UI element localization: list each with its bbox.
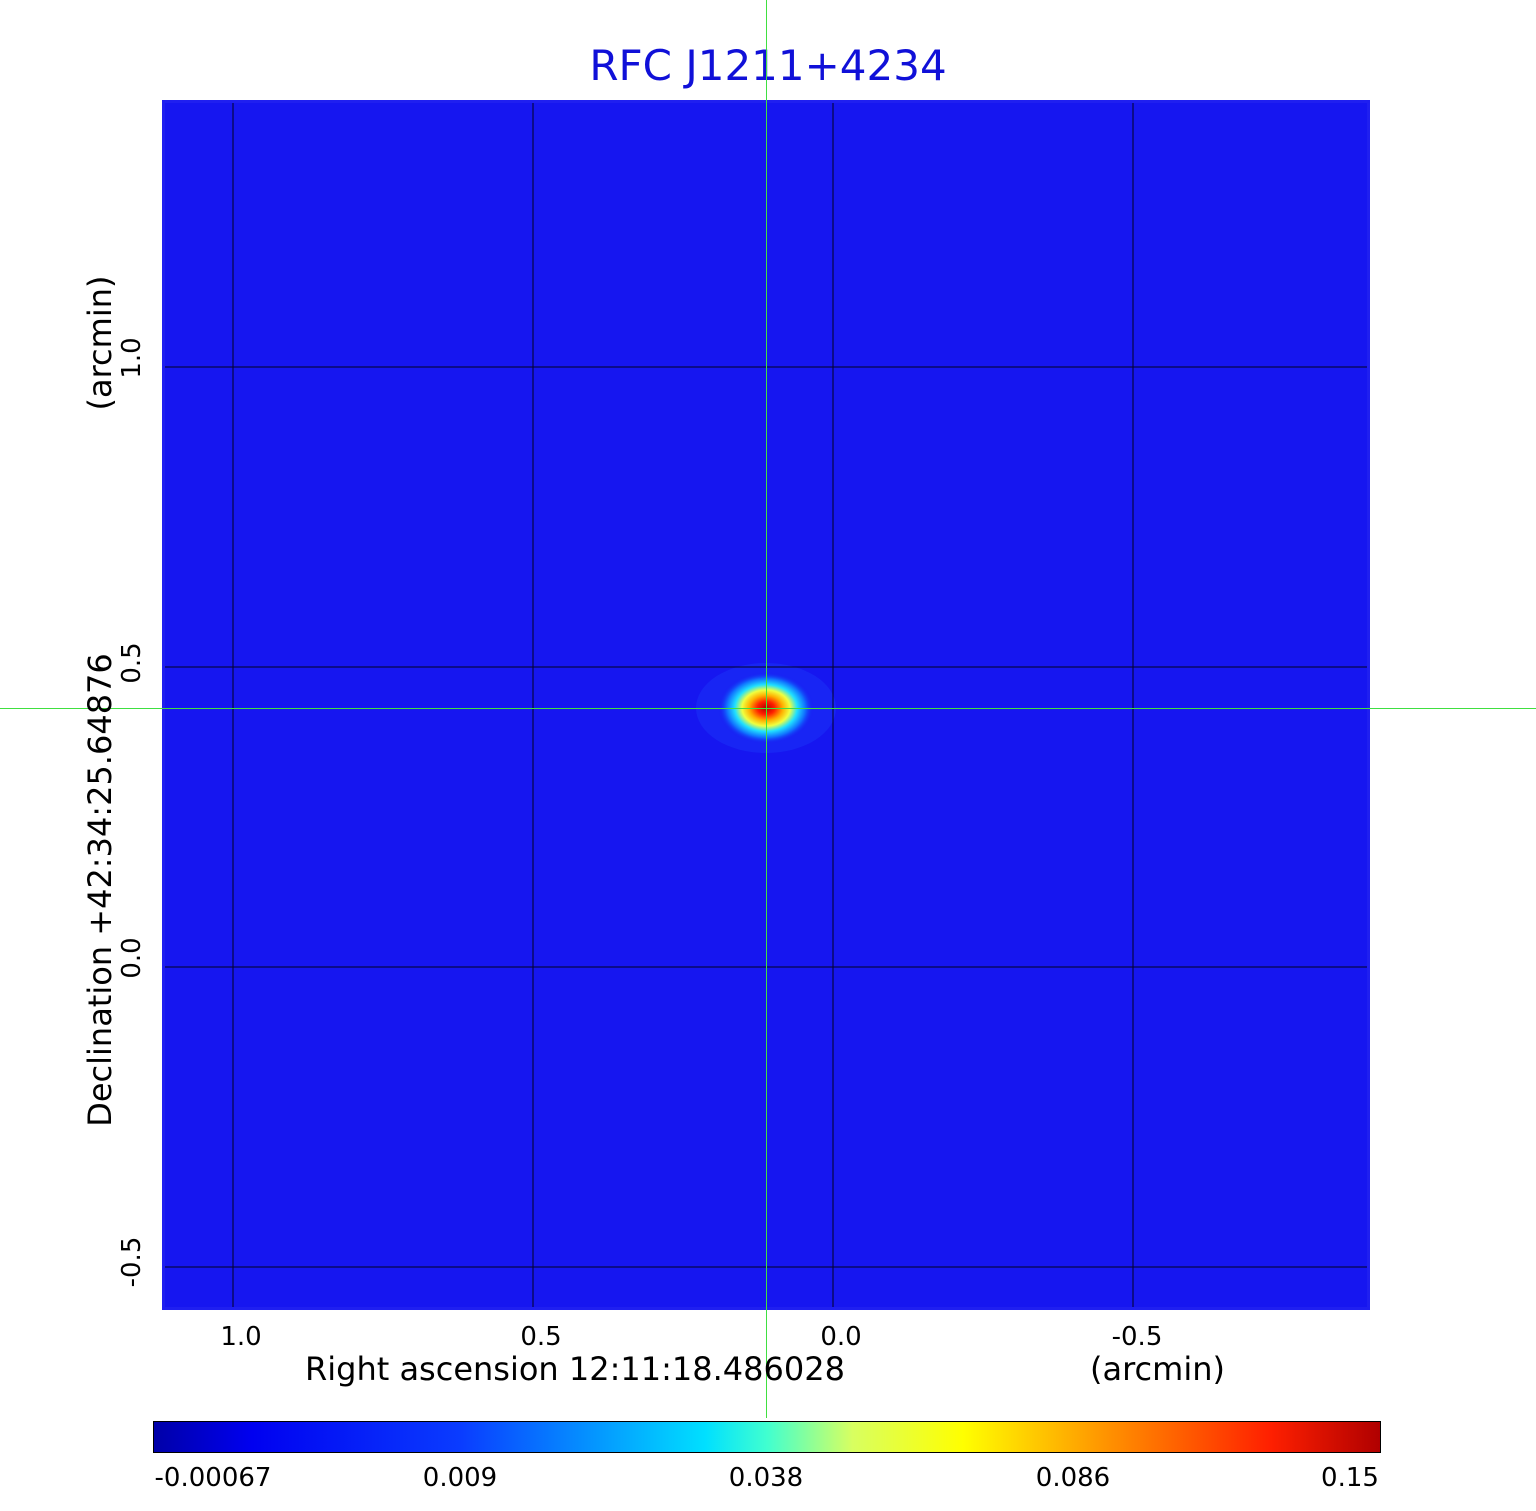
colorbar-tick-label: -0.00067 bbox=[154, 1463, 272, 1493]
crosshair-horizontal bbox=[0, 708, 1536, 709]
y-tick-label: 0.5 bbox=[117, 642, 147, 684]
y-axis-label: Declination +42:34:25.64876 bbox=[81, 653, 119, 1127]
colorbar-tick-label: 0.15 bbox=[1321, 1463, 1379, 1493]
colorbar-tick-label: 0.086 bbox=[1035, 1463, 1111, 1493]
colorbar-tick-label: 0.009 bbox=[422, 1463, 498, 1493]
x-tick-label: 1.0 bbox=[220, 1322, 262, 1352]
x-tick-label: 0.0 bbox=[820, 1322, 862, 1352]
image-title: RFC J1211+4234 bbox=[589, 41, 947, 90]
y-tick-label: -0.5 bbox=[117, 1236, 147, 1288]
y-tick-label: 1.0 bbox=[117, 337, 147, 379]
x-axis-label: Right ascension 12:11:18.486028 bbox=[305, 1350, 845, 1388]
x-tick-label: -0.5 bbox=[1111, 1322, 1163, 1352]
colorbar bbox=[153, 1421, 1381, 1453]
x-tick-label: 0.5 bbox=[520, 1322, 562, 1352]
y-tick-label: 0.0 bbox=[117, 937, 147, 979]
y-axis-unit: (arcmin) bbox=[81, 275, 119, 411]
crosshair-vertical bbox=[766, 0, 767, 1418]
x-axis-unit: (arcmin) bbox=[1090, 1350, 1225, 1388]
colorbar-tick-label: 0.038 bbox=[728, 1463, 804, 1493]
